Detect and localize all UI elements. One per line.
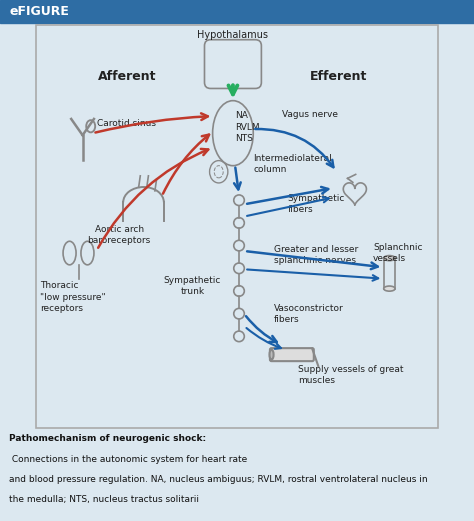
Text: Supply vessels of great
muscles: Supply vessels of great muscles [298, 365, 403, 385]
Text: Hypothalamus: Hypothalamus [198, 30, 268, 40]
Text: Sympathetic
fibers: Sympathetic fibers [288, 194, 345, 214]
Ellipse shape [270, 350, 273, 359]
Text: Sympathetic
trunk: Sympathetic trunk [164, 276, 221, 295]
Text: eFIGURE: eFIGURE [9, 5, 69, 18]
FancyBboxPatch shape [270, 348, 314, 361]
Ellipse shape [384, 256, 395, 260]
Text: Connections in the autonomic system for heart rate: Connections in the autonomic system for … [9, 455, 248, 464]
Text: the medulla; NTS, nucleus tractus solitarii: the medulla; NTS, nucleus tractus solita… [9, 495, 200, 504]
Text: Efferent: Efferent [310, 70, 367, 83]
Bar [384, 258, 395, 289]
Text: Greater and lesser
splanchnic nerves: Greater and lesser splanchnic nerves [273, 245, 358, 265]
Text: Carotid sinus: Carotid sinus [97, 118, 156, 128]
Text: Pathomechanism of neurogenic shock:: Pathomechanism of neurogenic shock: [9, 435, 207, 443]
Text: and blood pressure regulation. NA, nucleus ambiguus; RVLM, rostral ventrolateral: and blood pressure regulation. NA, nucle… [9, 475, 428, 485]
Ellipse shape [384, 286, 395, 291]
Text: Aortic arch
baroreceptors: Aortic arch baroreceptors [88, 225, 151, 245]
Text: Vagus nerve: Vagus nerve [282, 110, 337, 119]
Text: Vasoconstrictor
fibers: Vasoconstrictor fibers [273, 304, 343, 324]
Text: NA
RVLM
NTS: NA RVLM NTS [235, 111, 260, 143]
Text: Splanchnic
vessels: Splanchnic vessels [373, 243, 423, 263]
Text: Thoracic
"low pressure"
receptors: Thoracic "low pressure" receptors [40, 281, 106, 313]
Text: Afferent: Afferent [98, 70, 156, 83]
Text: Intermediolateral
column: Intermediolateral column [253, 154, 332, 173]
